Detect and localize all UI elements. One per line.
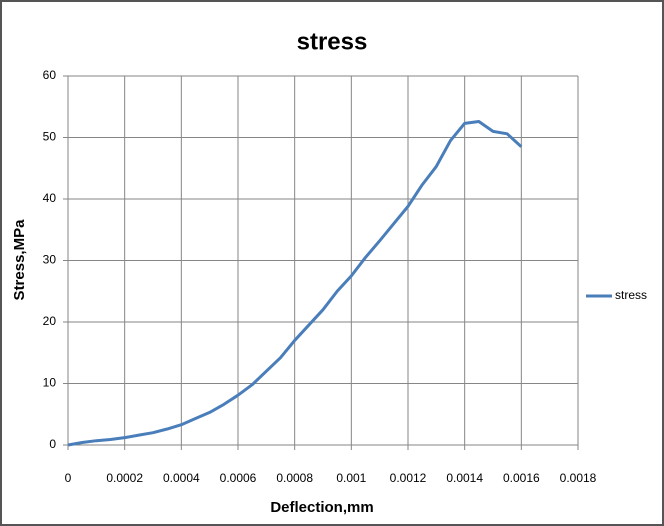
x-tick-label: 0.0018: [560, 471, 597, 485]
data-line: [67, 120, 523, 447]
x-tick-label: 0.001: [336, 471, 366, 485]
legend-label: stress: [615, 288, 647, 302]
x-tick-label: 0.0006: [220, 471, 257, 485]
y-tick-label: 40: [43, 191, 57, 205]
y-tick-label: 0: [49, 437, 56, 451]
x-tick-label: 0.0008: [276, 471, 313, 485]
y-tick-label: 60: [43, 68, 57, 82]
y-axis-label: Stress,MPa: [11, 219, 28, 301]
x-tick-label: 0: [65, 471, 72, 485]
x-tick-label: 0.0016: [503, 471, 540, 485]
x-tick-label: 0.0002: [106, 471, 143, 485]
y-tick-label: 50: [43, 130, 57, 144]
y-tick-label: 20: [43, 314, 57, 328]
y-tick-label: 30: [43, 253, 57, 267]
x-axis-label: Deflection,mm: [270, 499, 373, 516]
x-tick-label: 0.0004: [163, 471, 200, 485]
x-tick-label: 0.0012: [390, 471, 427, 485]
chart-title: stress: [297, 28, 368, 55]
y-tick-label: 10: [43, 376, 57, 390]
x-tick-label: 0.0014: [446, 471, 483, 485]
